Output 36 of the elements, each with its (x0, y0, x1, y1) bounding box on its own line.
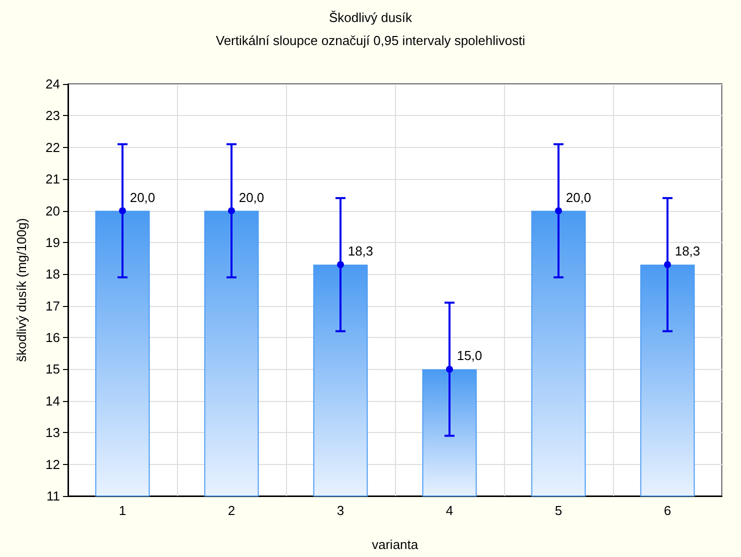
x-tick-label: 3 (336, 503, 344, 518)
x-tick-label: 2 (228, 503, 236, 518)
point (664, 261, 671, 268)
y-tick-label: 19 (46, 234, 60, 250)
point (446, 366, 453, 373)
y-tick-label: 13 (46, 425, 60, 440)
y-tick-label: 14 (46, 393, 60, 408)
point (337, 261, 344, 268)
point (555, 207, 562, 214)
point (228, 207, 235, 214)
data-label: 18,3 (348, 244, 374, 259)
data-label: 20,0 (130, 190, 156, 205)
y-tick-label: 15 (46, 362, 60, 377)
data-label: 20,0 (566, 190, 592, 205)
x-axis-title: varianta (372, 537, 419, 552)
y-tick-label: 18 (46, 266, 60, 282)
data-label: 18,3 (674, 244, 700, 259)
x-tick-label: 1 (118, 503, 126, 518)
y-tick-label: 23 (46, 108, 60, 124)
x-tick-label: 6 (664, 503, 672, 518)
y-tick-label: 22 (46, 140, 60, 155)
y-tick-label: 20 (46, 203, 60, 218)
chart-subtitle: Vertikální sloupce označují 0,95 intervaly spolehlivosti (216, 33, 526, 48)
y-tick-label: 17 (46, 298, 60, 314)
data-label: 15,0 (456, 348, 482, 364)
y-tick-label: 21 (46, 172, 60, 187)
y-tick-label: 24 (46, 76, 60, 92)
chart-title: Škodlivý dusík (328, 10, 413, 25)
point (119, 207, 126, 214)
data-label: 20,0 (238, 190, 264, 205)
x-tick-label: 5 (554, 503, 562, 518)
y-tick-label: 11 (46, 488, 60, 504)
y-axis-title: škodlivý dusík (mg/100g) (14, 218, 29, 362)
y-tick-label: 12 (46, 456, 60, 472)
y-tick-label: 16 (46, 330, 60, 346)
x-tick-label: 4 (446, 503, 454, 518)
